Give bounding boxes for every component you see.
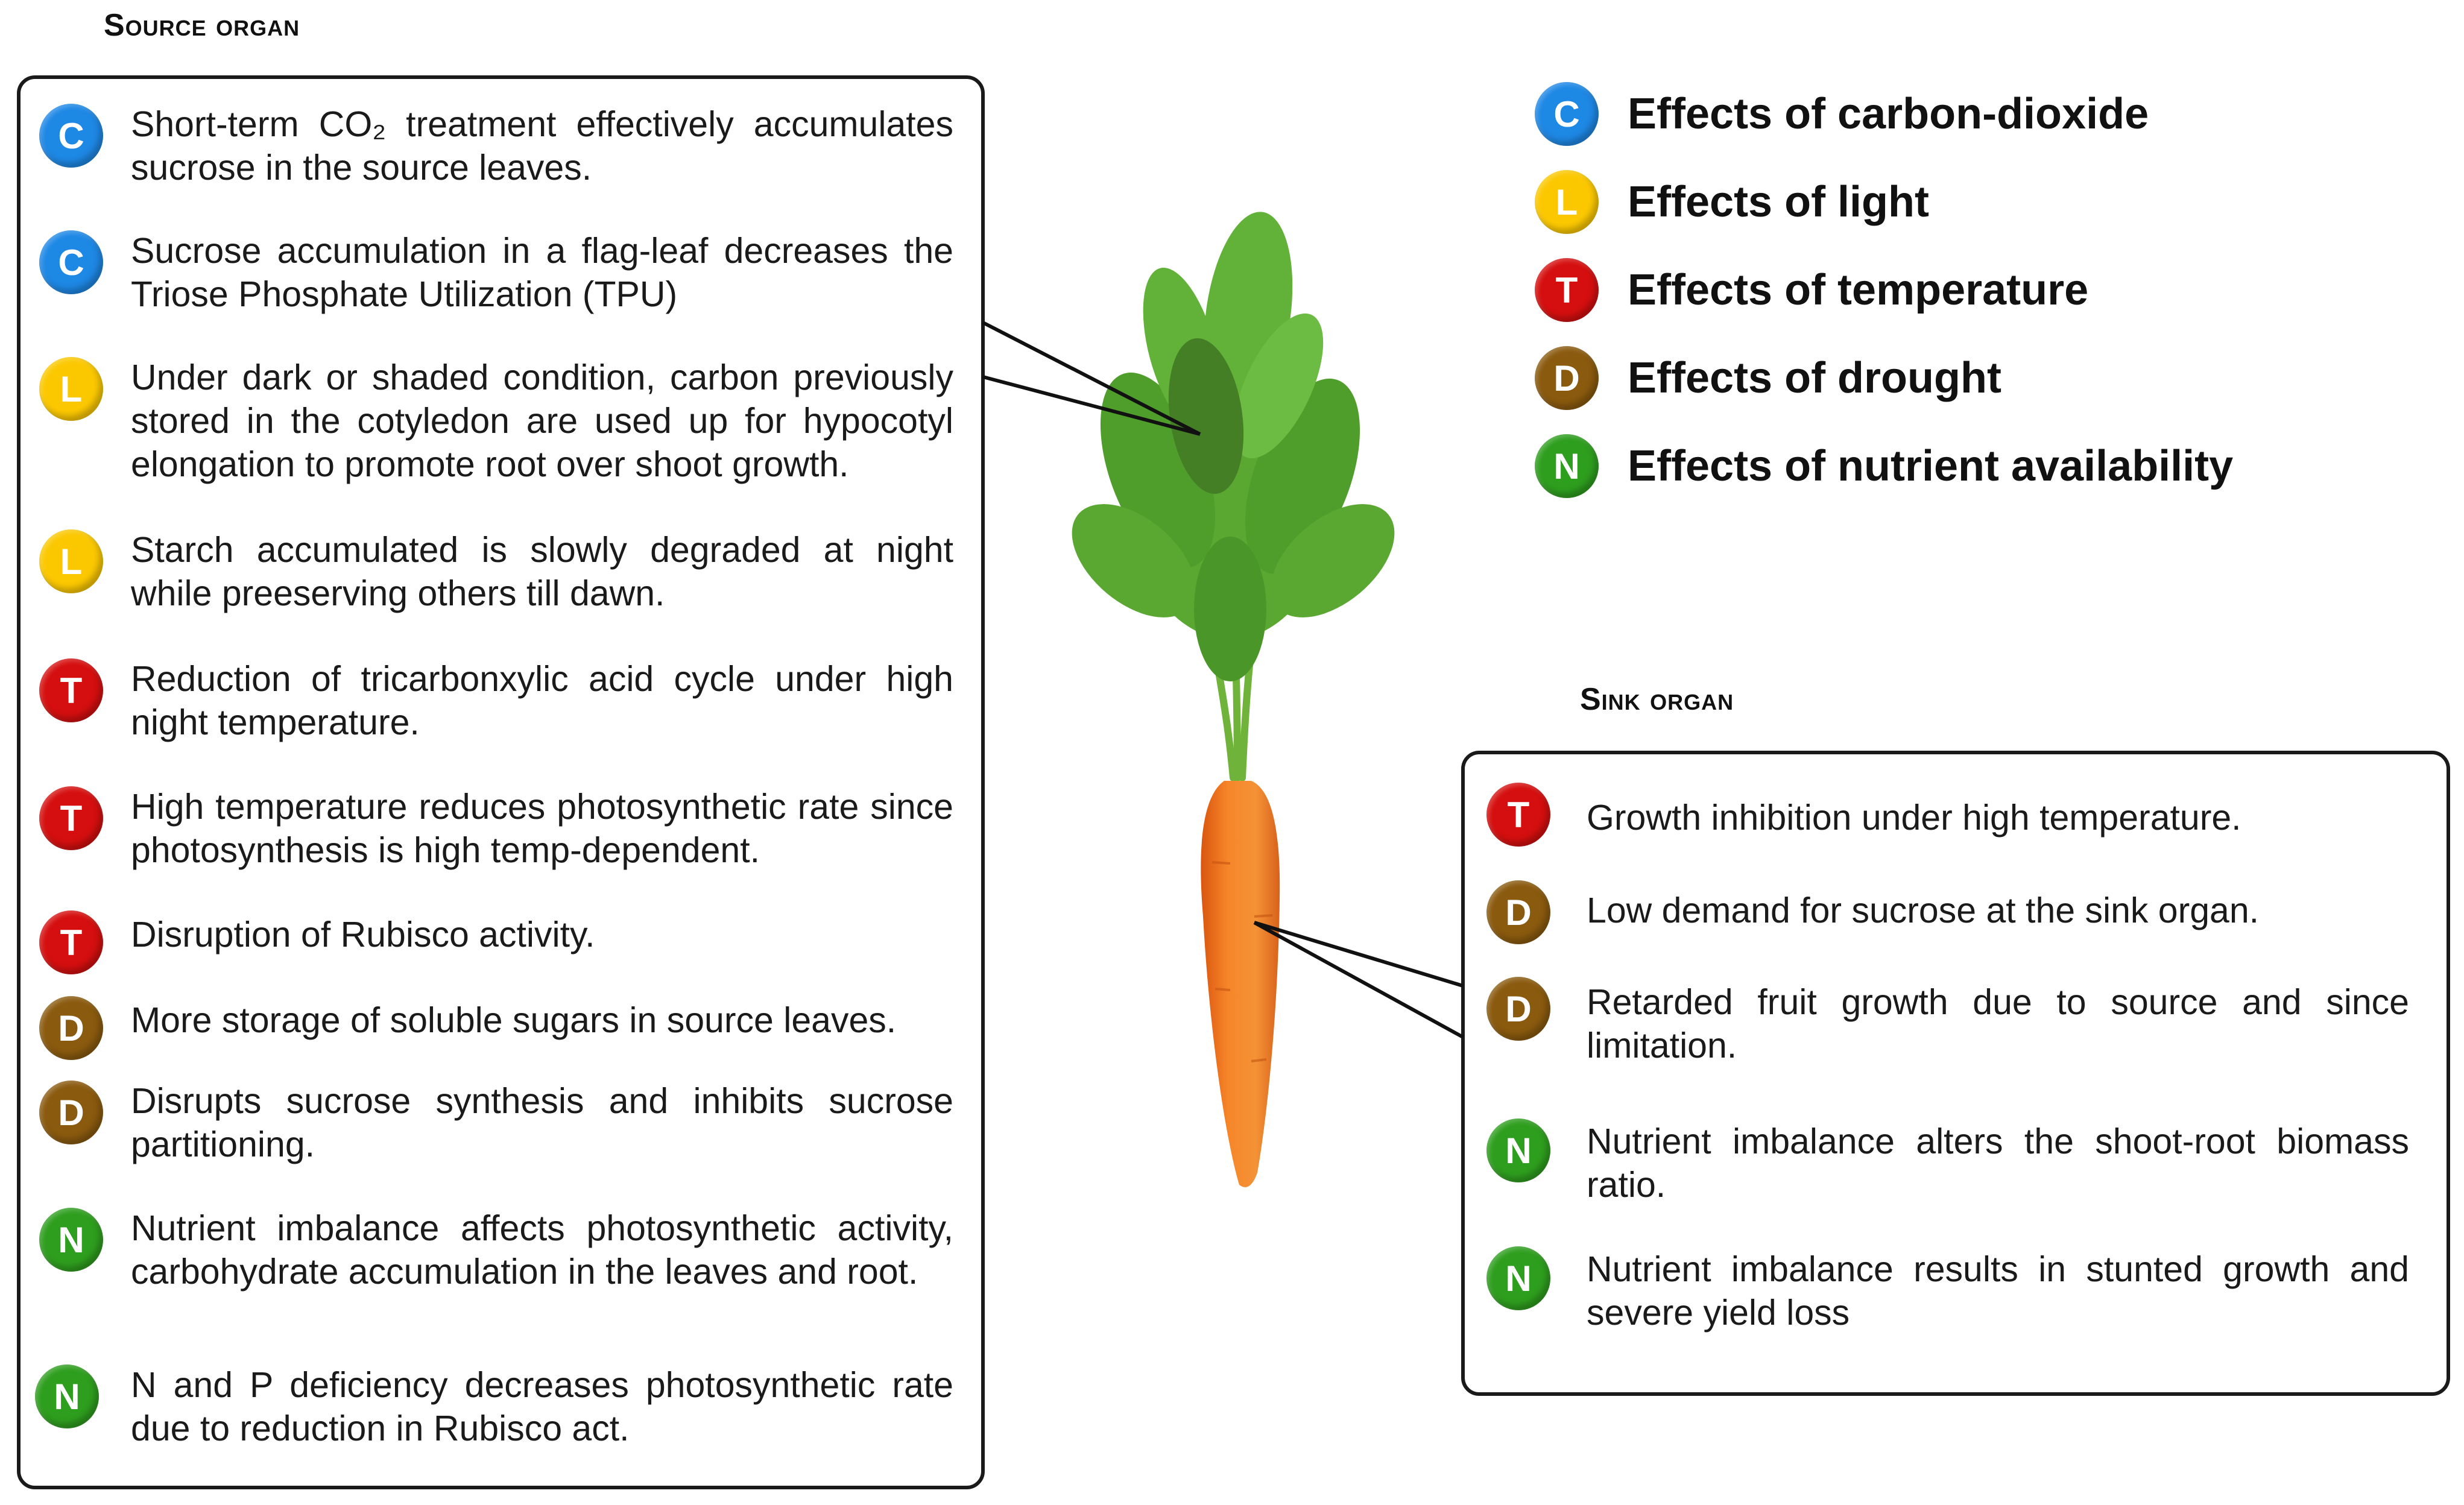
light-badge-icon: L: [1535, 170, 1599, 234]
source-item: D More storage of soluble sugars in sour…: [39, 996, 953, 1060]
source-callout-lines: [982, 321, 1201, 436]
sink-callout-lines: [1253, 921, 1464, 1039]
carbon-dioxide-badge-icon: C: [1535, 82, 1599, 146]
source-item: D Disrupts sucrose synthesis and inhibit…: [39, 1081, 953, 1166]
nutrient-badge-icon: N: [39, 1208, 103, 1272]
source-item-text: Reduction of tricarbonxylic acid cycle u…: [131, 659, 953, 742]
carrot-leaves: [1072, 212, 1395, 681]
light-badge-icon: L: [39, 529, 103, 593]
legend-label: Effects of drought: [1628, 354, 2001, 402]
drought-badge-icon: D: [1535, 346, 1599, 410]
legend-label: Effects of nutrient availability: [1628, 442, 2234, 490]
carbon-dioxide-badge-icon: C: [39, 230, 103, 294]
sink-item-text: Nutrient imbalance results in stunted gr…: [1587, 1249, 2409, 1333]
temperature-badge-icon: T: [39, 910, 103, 974]
temperature-badge-icon: T: [39, 658, 103, 722]
sink-item: N Nutrient imbalance results in stunted …: [1486, 1246, 2409, 1334]
sink-item-text: Low demand for sucrose at the sink organ…: [1587, 891, 2260, 930]
temperature-badge-icon: T: [1535, 258, 1599, 322]
legend-item: T Effects of temperature: [1535, 258, 2088, 322]
source-item-text: Disrupts sucrose synthesis and inhibits …: [131, 1081, 953, 1164]
source-organ-title: Source organ: [104, 8, 300, 43]
sink-item-text: Retarded fruit growth due to source and …: [1587, 982, 2409, 1065]
legend-item: C Effects of carbon-dioxide: [1535, 82, 2149, 146]
sink-item: D Low demand for sucrose at the sink org…: [1486, 880, 2409, 944]
legend-item: D Effects of drought: [1535, 346, 2001, 410]
sink-item: D Retarded fruit growth due to source an…: [1486, 977, 2409, 1067]
source-item-text: Starch accumulated is slowly degraded at…: [131, 530, 953, 613]
light-badge-icon: L: [39, 357, 103, 421]
source-item: N N and P deficiency decreases photosynt…: [35, 1365, 953, 1450]
source-organ-panel: [17, 75, 985, 1489]
sink-item-text: Nutrient imbalance alters the shoot-root…: [1587, 1122, 2409, 1205]
source-item: T High temperature reduces photosyntheti…: [39, 786, 953, 872]
source-item: T Disruption of Rubisco activity.: [39, 910, 953, 974]
source-item: N Nutrient imbalance affects photosynthe…: [39, 1208, 953, 1293]
source-item-text: Sucrose accumulation in a flag-leaf decr…: [131, 231, 953, 314]
temperature-badge-icon: T: [1486, 783, 1550, 847]
nutrient-badge-icon: N: [1535, 434, 1599, 498]
nutrient-badge-icon: N: [1486, 1118, 1550, 1182]
sink-item: N Nutrient imbalance alters the shoot-ro…: [1486, 1118, 2409, 1207]
carrot-root: [1201, 781, 1280, 1187]
source-item-text: More storage of soluble sugars in source…: [131, 1000, 897, 1040]
drought-badge-icon: D: [1486, 880, 1550, 944]
source-item-text: High temperature reduces photosynthetic …: [131, 787, 953, 870]
nutrient-badge-icon: N: [35, 1365, 99, 1428]
carrot-root-lines: [1211, 861, 1273, 1062]
source-item: T Reduction of tricarbonxylic acid cycle…: [39, 658, 953, 744]
drought-badge-icon: D: [39, 996, 103, 1060]
sink-item-text: Growth inhibition under high temperature…: [1587, 798, 2241, 838]
source-item-text: Short-term CO₂ treatment effectively acc…: [131, 104, 953, 188]
drought-badge-icon: D: [1486, 977, 1550, 1041]
source-item-text: N and P deficiency decreases photosynthe…: [131, 1365, 953, 1448]
source-item: L Starch accumulated is slowly degraded …: [39, 529, 953, 615]
legend-item: L Effects of light: [1535, 170, 1929, 234]
legend-label: Effects of carbon-dioxide: [1628, 90, 2149, 138]
source-item: C Short-term CO₂ treatment effectively a…: [39, 104, 953, 189]
sink-organ-title: Sink organ: [1580, 682, 1734, 717]
temperature-badge-icon: T: [39, 786, 103, 850]
legend-label: Effects of temperature: [1628, 266, 2089, 314]
source-item-text: Nutrient imbalance affects photosyntheti…: [131, 1208, 953, 1292]
legend-label: Effects of light: [1628, 178, 1929, 226]
source-item-text: Under dark or shaded condition, carbon p…: [131, 358, 953, 484]
legend-item: N Effects of nutrient availability: [1535, 434, 2233, 498]
nutrient-badge-icon: N: [1486, 1246, 1550, 1310]
carbon-dioxide-badge-icon: C: [39, 104, 103, 168]
drought-badge-icon: D: [39, 1081, 103, 1144]
source-item-text: Disruption of Rubisco activity.: [131, 915, 595, 954]
sink-organ-panel: [1461, 751, 2450, 1396]
sink-item: T Growth inhibition under high temperatu…: [1486, 783, 2409, 847]
source-item: L Under dark or shaded condition, carbon…: [39, 357, 953, 486]
source-item: C Sucrose accumulation in a flag-leaf de…: [39, 230, 953, 316]
